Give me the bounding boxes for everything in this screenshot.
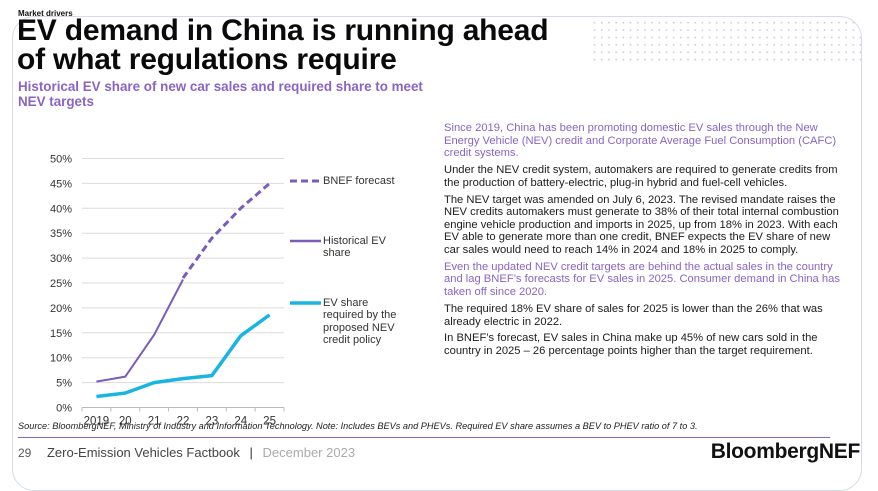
y-tick-label: 5% <box>56 378 72 390</box>
x-tick-label: 25 <box>263 416 276 428</box>
series-line-historical-ev-share <box>96 279 184 383</box>
source-note: Source: BloombergNEF, Ministry of Indust… <box>18 421 698 431</box>
publication-title: Zero-Emission Vehicles Factbook <box>46 445 240 460</box>
legend-label-line: proposed NEV <box>323 321 395 334</box>
commentary-paragraph: The NEV target was amended on July 6, 20… <box>444 193 839 256</box>
x-tick-label: 24 <box>234 416 247 428</box>
x-tick-label: 20 <box>119 416 132 428</box>
y-tick-label: 25% <box>50 278 72 290</box>
section-kicker: Market drivers <box>18 9 73 18</box>
footer-divider <box>18 437 830 438</box>
legend-label-line: credit policy <box>323 334 382 346</box>
series-line-ev-share-required-by-the-proposed-nev-credit-policy <box>96 313 271 399</box>
legend-label-line: EV share <box>323 296 369 309</box>
slide-title: EV demand in China is running ahead of w… <box>17 14 549 76</box>
legend-label-line: required by the <box>323 309 397 321</box>
y-tick-label: 15% <box>50 328 72 340</box>
legend-label-line: BNEF forecast <box>323 174 395 187</box>
legend-label-line: share <box>323 247 351 259</box>
chart-title: Historical EV share of new car sales and… <box>18 79 423 109</box>
footer: 29 Zero-Emission Vehicles Factbook | Dec… <box>18 445 355 460</box>
x-axis: 2019 20 21 22 23 24 25 <box>81 407 285 428</box>
y-tick-label: 30% <box>50 253 72 265</box>
legend-item: Historical EV share <box>323 235 386 260</box>
y-tick-label: 10% <box>50 353 72 365</box>
legend-label-line: Historical EV <box>323 234 386 247</box>
gridlines <box>82 158 284 384</box>
x-tick-label: 21 <box>148 416 161 428</box>
publication-date: December 2023 <box>262 445 356 460</box>
commentary-text: Since 2019, China has been promoting dom… <box>444 122 844 362</box>
y-tick-label: 35% <box>50 228 72 240</box>
commentary-paragraph: Even the updated NEV credit targets are … <box>444 260 840 299</box>
y-tick-label: 0% <box>56 403 72 415</box>
footer-separator: | <box>249 445 253 460</box>
legend-item: BNEF forecast <box>323 175 395 188</box>
y-tick-label: 40% <box>50 203 72 215</box>
series-lines <box>96 182 271 399</box>
page-number: 29 <box>18 446 32 460</box>
commentary-paragraph: Under the NEV credit system, automakers … <box>444 164 838 189</box>
x-tick-label: 23 <box>205 416 218 428</box>
commentary-paragraph: The required 18% EV share of sales for 2… <box>444 302 823 328</box>
legend-swatches <box>290 179 321 305</box>
x-tick-label: 2019 <box>84 416 110 428</box>
title-line-2: of what regulations require <box>17 43 397 76</box>
y-tick-label: 50% <box>50 154 72 166</box>
title-line-1: EV demand in China is running ahead <box>17 14 549 47</box>
y-tick-label: 20% <box>50 303 72 315</box>
y-tick-label: 45% <box>50 178 72 190</box>
y-axis-ticks: 0% 5% 10% 15% 20% 25% 30% 35% 40% 45% 50% <box>50 154 72 415</box>
slide-card <box>12 16 862 491</box>
legend-item: EV share required by the proposed NEV credi… <box>323 297 396 347</box>
series-line-bnef-forecast <box>181 182 271 279</box>
commentary-paragraph: In BNEF’s forecast, EV sales in China ma… <box>444 332 818 357</box>
bloombergnef-logo: BloombergNEF <box>710 440 861 463</box>
commentary-paragraph: Since 2019, China has been promoting dom… <box>444 122 837 160</box>
x-tick-label: 22 <box>177 416 190 428</box>
dot-pattern-decoration <box>591 19 861 65</box>
